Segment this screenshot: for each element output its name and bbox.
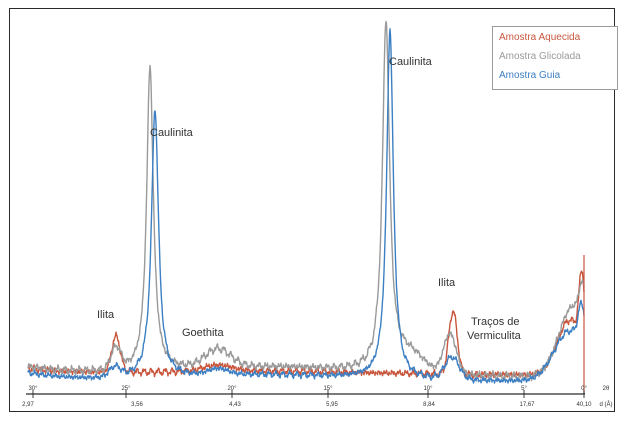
x-bottom-tick-label: 5,95 [326,402,338,408]
x-top-tick-label: 20° [227,386,237,392]
x-bottom-tick-label: 40,10 [576,402,592,408]
annotation-vermiculita-line1: Traços de [471,316,520,328]
x-bottom-tick-label: 3,56 [131,402,143,408]
series-layer [27,20,585,394]
annotation-vermiculita-line2: Vermiculita [467,330,521,342]
annotation-goethita: Goethita [182,327,224,339]
x-top-tick-label: 25° [121,386,131,392]
annotation-caulinita-right: Caulinita [389,56,432,68]
legend-item-guia: Amostra Guia [499,70,561,81]
annotation-ilita-left: Ilita [97,309,115,321]
annotation-ilita-right: Ilita [438,277,456,289]
x-bottom-tick-label: 17,67 [519,402,535,408]
x-top-tick-label: 2θ [603,386,610,392]
x-bottom-tick-label: 4,43 [229,402,241,408]
x-axis: 30° 25° 20° 15° 10° 5° 0° 2θ 2,97 3,56 4,43 5,95 8,8… [22,386,612,408]
x-bottom-tick-label: 2,97 [22,402,34,408]
chart-plot-area: 30° 25° 20° 15° 10° 5° 0° 2θ 2,97 3,56 4,43 5,95 8,8… [22,20,613,408]
x-bottom-tick-label: d (Å) [599,401,612,408]
legend: Amostra Aquecida Amostra Glicolada Amost… [492,26,618,90]
chart-figure: 30° 25° 20° 15° 10° 5° 0° 2θ 2,97 3,56 4,43 5,95 8,8… [9,8,618,412]
x-top-tick-label: 10° [423,386,433,392]
series-line-guia [27,28,585,384]
x-top-tick-label: 30° [28,386,38,392]
x-top-tick-label: 15° [323,386,333,392]
annotation-caulinita-left: Caulinita [150,127,193,139]
x-bottom-tick-label: 8,84 [423,402,435,408]
legend-item-glicolada: Amostra Glicolada [499,51,581,62]
series-line-glicolada [27,20,585,382]
x-top-tick-label: 5° [521,386,527,392]
legend-item-aquecida: Amostra Aquecida [499,32,581,43]
x-top-tick-label: 0° [581,386,587,392]
